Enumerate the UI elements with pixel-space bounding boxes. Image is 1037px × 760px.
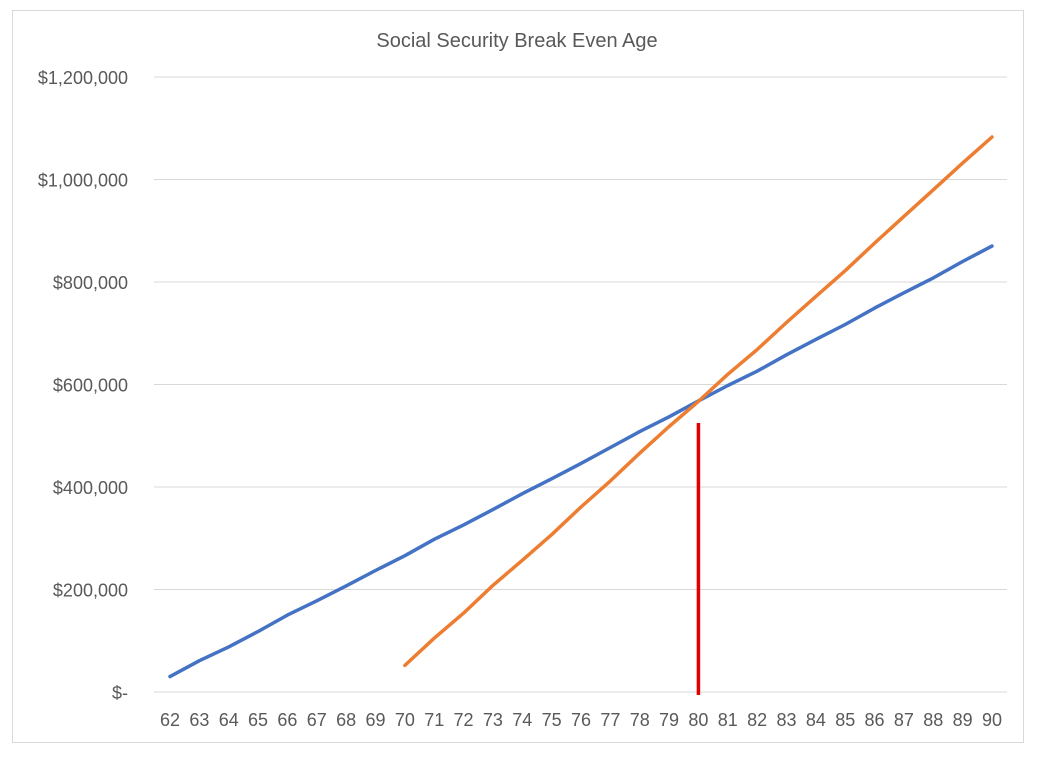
x-tick-label: 64 — [219, 710, 239, 730]
x-tick-label: 74 — [512, 710, 532, 730]
y-tick-label: $600,000 — [53, 376, 128, 396]
x-tick-label: 68 — [336, 710, 356, 730]
series-line-2 — [403, 135, 994, 668]
x-tick-label: 80 — [688, 710, 708, 730]
y-tick-label: $1,000,000 — [38, 171, 128, 191]
x-tick-label: 78 — [630, 710, 650, 730]
x-tick-label: 79 — [659, 710, 679, 730]
x-tick-label: 84 — [806, 710, 826, 730]
x-axis-tick-labels: 62 63 64 65 66 67 68 69 70 71 72 73 74 75 76 77 78 79 80 81… — [160, 710, 1002, 730]
y-axis-tick-labels: $- $200,000 $400,000 $600,000 $800,000 $1,000… — [38, 68, 128, 703]
x-tick-label: 71 — [424, 710, 444, 730]
series-line-1 — [168, 244, 994, 679]
x-tick-label: 83 — [776, 710, 796, 730]
chart-title: Social Security Break Even Age — [376, 30, 657, 52]
x-tick-label: 85 — [835, 710, 855, 730]
x-tick-label: 69 — [365, 710, 385, 730]
x-tick-label: 86 — [865, 710, 885, 730]
series-lines — [168, 135, 994, 679]
x-tick-label: 62 — [160, 710, 180, 730]
x-tick-label: 66 — [277, 710, 297, 730]
x-tick-label: 75 — [542, 710, 562, 730]
y-tick-label: $1,200,000 — [38, 68, 128, 88]
x-tick-label: 82 — [747, 710, 767, 730]
x-tick-label: 77 — [600, 710, 620, 730]
x-tick-label: 81 — [718, 710, 738, 730]
chart-frame — [12, 10, 1024, 743]
x-tick-label: 89 — [953, 710, 973, 730]
y-tick-label: $- — [112, 683, 128, 703]
x-tick-label: 65 — [248, 710, 268, 730]
x-tick-label: 73 — [483, 710, 503, 730]
x-tick-label: 67 — [307, 710, 327, 730]
grid-lines — [154, 76, 1007, 693]
x-tick-label: 72 — [454, 710, 474, 730]
y-tick-label: $400,000 — [53, 478, 128, 498]
x-tick-label: 87 — [894, 710, 914, 730]
y-tick-label: $200,000 — [53, 581, 128, 601]
x-tick-label: 90 — [982, 710, 1002, 730]
x-tick-label: 88 — [923, 710, 943, 730]
y-tick-label: $800,000 — [53, 273, 128, 293]
x-tick-label: 63 — [189, 710, 209, 730]
x-tick-label: 76 — [571, 710, 591, 730]
x-tick-label: 70 — [395, 710, 415, 730]
